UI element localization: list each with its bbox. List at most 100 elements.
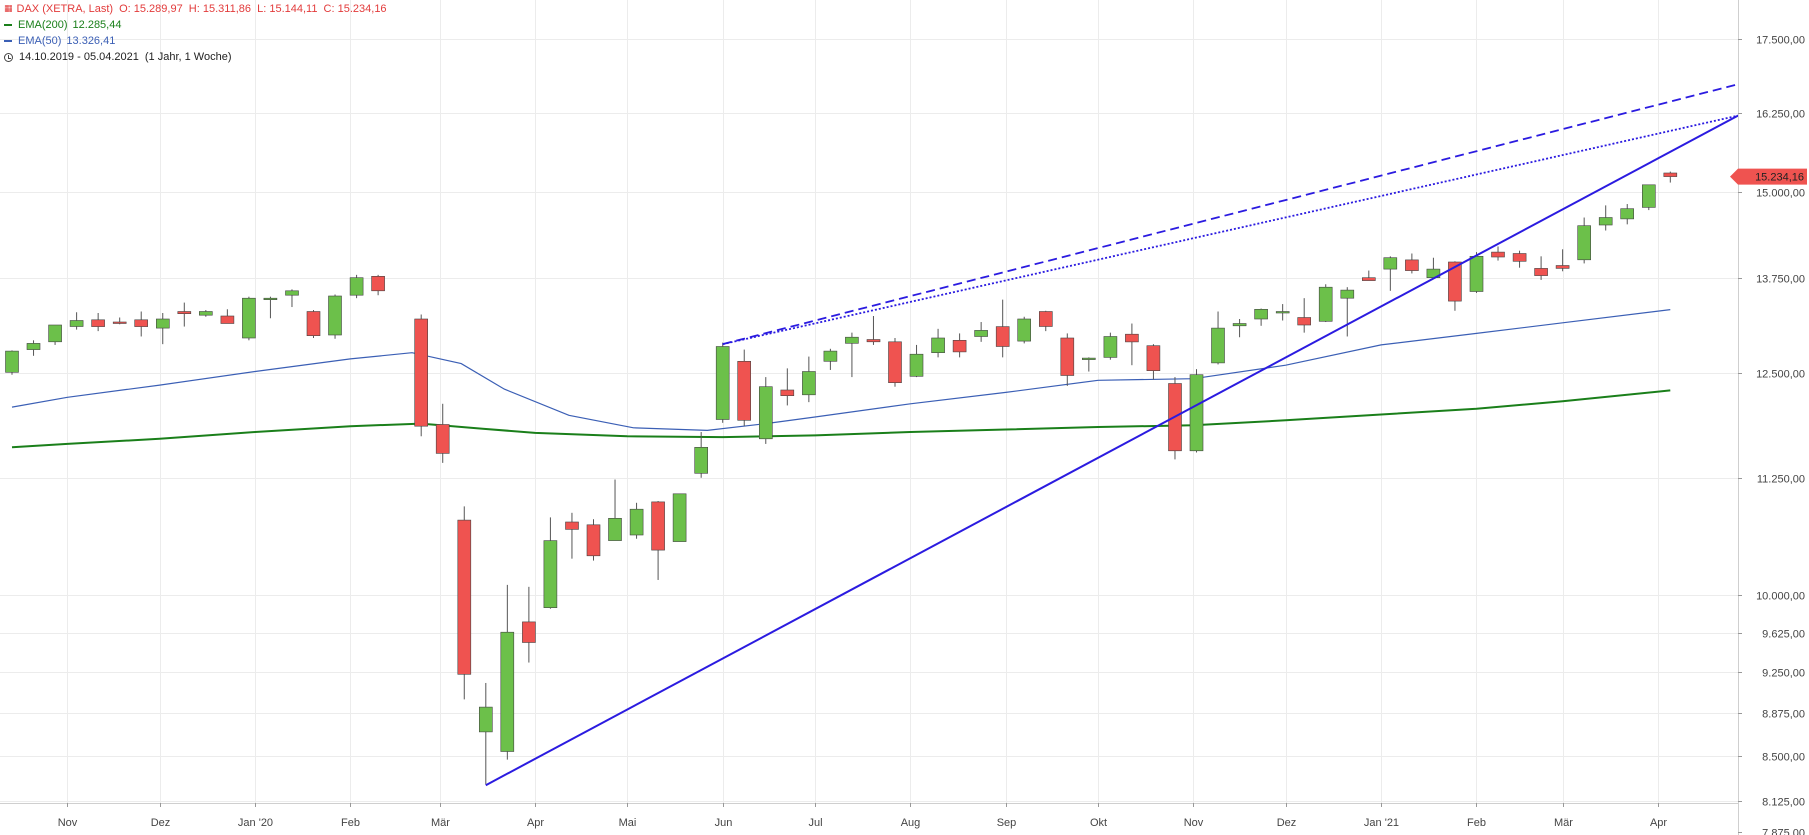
candle-body	[629, 508, 644, 536]
candle-up	[1275, 304, 1290, 321]
candle-up	[1318, 284, 1333, 323]
candle-body	[1448, 261, 1462, 302]
candle-body	[91, 319, 105, 327]
candle-body	[1620, 208, 1634, 220]
candle-down	[1448, 261, 1462, 311]
candle-up	[1211, 311, 1225, 365]
candle-up	[199, 310, 213, 317]
candle-body	[586, 524, 601, 557]
candle-up	[349, 274, 364, 299]
candle-down	[737, 349, 752, 427]
candle-down	[371, 274, 385, 296]
candle-body	[1039, 311, 1053, 327]
legend-ema200-value: 12.285,44	[72, 19, 122, 31]
candle-body	[866, 339, 881, 343]
candle-body	[1189, 374, 1204, 452]
trendline-solid	[485, 114, 1739, 787]
candle-up	[931, 328, 945, 358]
legend-main-label: DAX (XETRA, Last)	[16, 3, 114, 15]
candle-up	[1103, 332, 1118, 360]
candle-body	[1383, 257, 1398, 270]
candle-down	[1125, 323, 1139, 366]
last-price-badge-bg	[1730, 168, 1807, 185]
candle-down	[1362, 270, 1376, 281]
x-tick-label: Apr	[1650, 817, 1667, 829]
y-tick-label: 15.000,00	[1756, 188, 1805, 200]
candle-up	[328, 294, 342, 339]
candle-down	[457, 506, 472, 700]
candle-down	[1146, 344, 1161, 380]
candle-up	[26, 340, 41, 356]
candle-body	[1491, 251, 1505, 258]
x-tick-label: Feb	[1467, 817, 1486, 829]
candle-body	[1318, 286, 1333, 322]
candle-body	[220, 315, 235, 324]
candle-body	[780, 389, 795, 396]
candle-down	[1297, 298, 1311, 333]
candle-body	[1534, 268, 1548, 276]
candle-body	[478, 706, 493, 733]
candle-body	[112, 321, 127, 324]
ema200-swatch	[4, 24, 12, 26]
candle-down	[91, 313, 105, 332]
legend-ema200-row: EMA(200) 12.285,44	[4, 17, 387, 33]
candle-up	[156, 313, 170, 345]
candle-up	[1598, 205, 1613, 231]
candle-body	[1340, 289, 1355, 299]
candle-up	[285, 289, 299, 308]
candle-body	[1232, 323, 1247, 327]
candle-down	[866, 316, 881, 345]
x-tick-label: Feb	[341, 817, 360, 829]
y-tick-label: 10.000,00	[1756, 591, 1805, 603]
legend-main-row: ▦ DAX (XETRA, Last) O: 15.289,97 H: 15.3…	[4, 1, 387, 17]
candle-body	[1211, 327, 1225, 364]
y-tick-label: 17.500,00	[1756, 35, 1805, 47]
candle-body	[845, 336, 859, 344]
candle-body	[1598, 217, 1613, 226]
candle-up	[672, 493, 687, 542]
candle-up	[1642, 184, 1656, 211]
x-tick-label: Dez	[1277, 817, 1297, 829]
candle-down	[995, 299, 1010, 358]
candle-up	[69, 312, 84, 330]
candle-up	[608, 479, 622, 541]
candle-up	[629, 502, 644, 539]
candle-body	[1642, 184, 1656, 208]
candle-body	[1017, 318, 1032, 342]
ema50-swatch	[4, 40, 12, 42]
x-tick-label: Dez	[151, 817, 171, 829]
candle-body	[1512, 253, 1527, 262]
candlestick-icon: ▦	[4, 4, 13, 14]
candle-body	[909, 353, 924, 377]
candle-body	[1254, 308, 1268, 320]
candle-body	[134, 319, 148, 327]
last-price-badge: 15.234,16	[1730, 168, 1807, 185]
candle-body	[1103, 336, 1118, 358]
candle-body	[651, 501, 665, 551]
candle-body	[26, 343, 41, 350]
candle-body	[952, 339, 967, 353]
y-tick-label: 8.875,00	[1762, 709, 1805, 721]
candle-up	[694, 432, 709, 478]
candle-body	[1082, 357, 1096, 360]
candle-body	[371, 275, 385, 292]
candle-down	[565, 512, 579, 559]
candle-body	[715, 346, 730, 420]
last-price-label: 15.234,16	[1755, 172, 1804, 184]
candle-down	[1534, 256, 1548, 280]
candle-down	[1663, 171, 1678, 183]
candle-body	[995, 326, 1010, 347]
x-tick-label: Nov	[1184, 817, 1204, 829]
candle-down	[220, 309, 235, 324]
x-tick-label: Nov	[58, 817, 78, 829]
candle-body	[1405, 259, 1419, 271]
legend-ema50-value: 13.326,41	[66, 35, 116, 47]
x-tick-label: Aug	[901, 817, 921, 829]
candle-up	[1189, 369, 1204, 453]
candle-up	[1620, 204, 1634, 225]
candle-body	[500, 631, 515, 752]
candle-up	[1232, 319, 1247, 338]
